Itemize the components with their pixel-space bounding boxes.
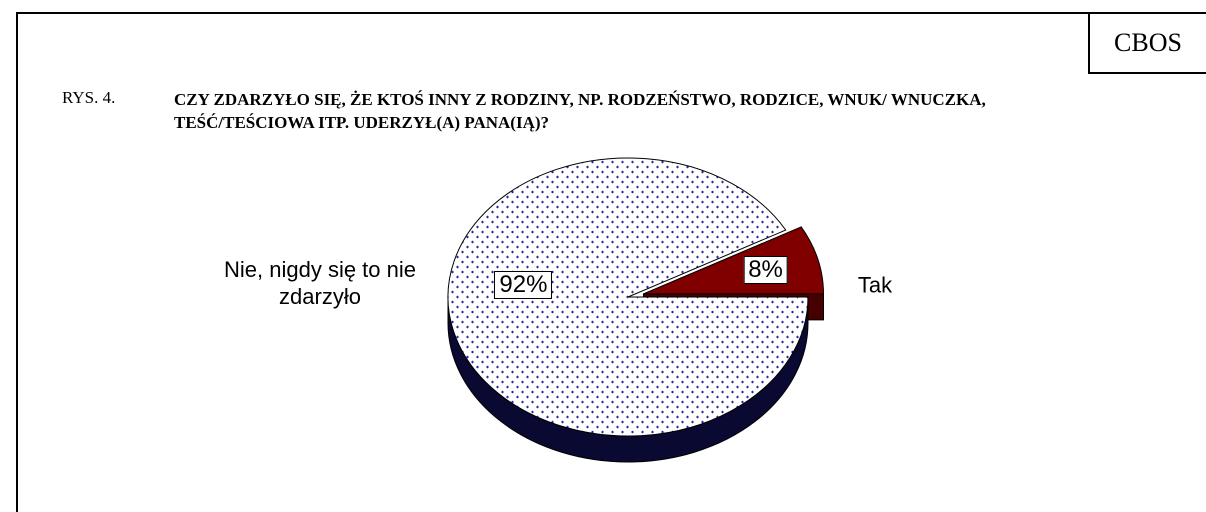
value-label: 8% xyxy=(743,255,788,284)
pie-slice xyxy=(447,157,809,437)
category-label: Nie, nigdy się to nie zdarzyło xyxy=(224,257,416,309)
chart xyxy=(447,157,824,463)
value-label: 92% xyxy=(494,270,553,299)
page: CBOS RYS. 4. CZY ZDARZYŁO SIĘ, ŻE KTOŚ I… xyxy=(16,12,1206,512)
category-label: Tak xyxy=(857,272,893,298)
frame xyxy=(16,12,1206,512)
figure-label: RYS. 4. xyxy=(62,88,116,107)
chart-title: CZY ZDARZYŁO SIĘ, ŻE KTOŚ INNY Z RODZINY… xyxy=(174,90,986,132)
brand: CBOS xyxy=(1088,12,1206,74)
